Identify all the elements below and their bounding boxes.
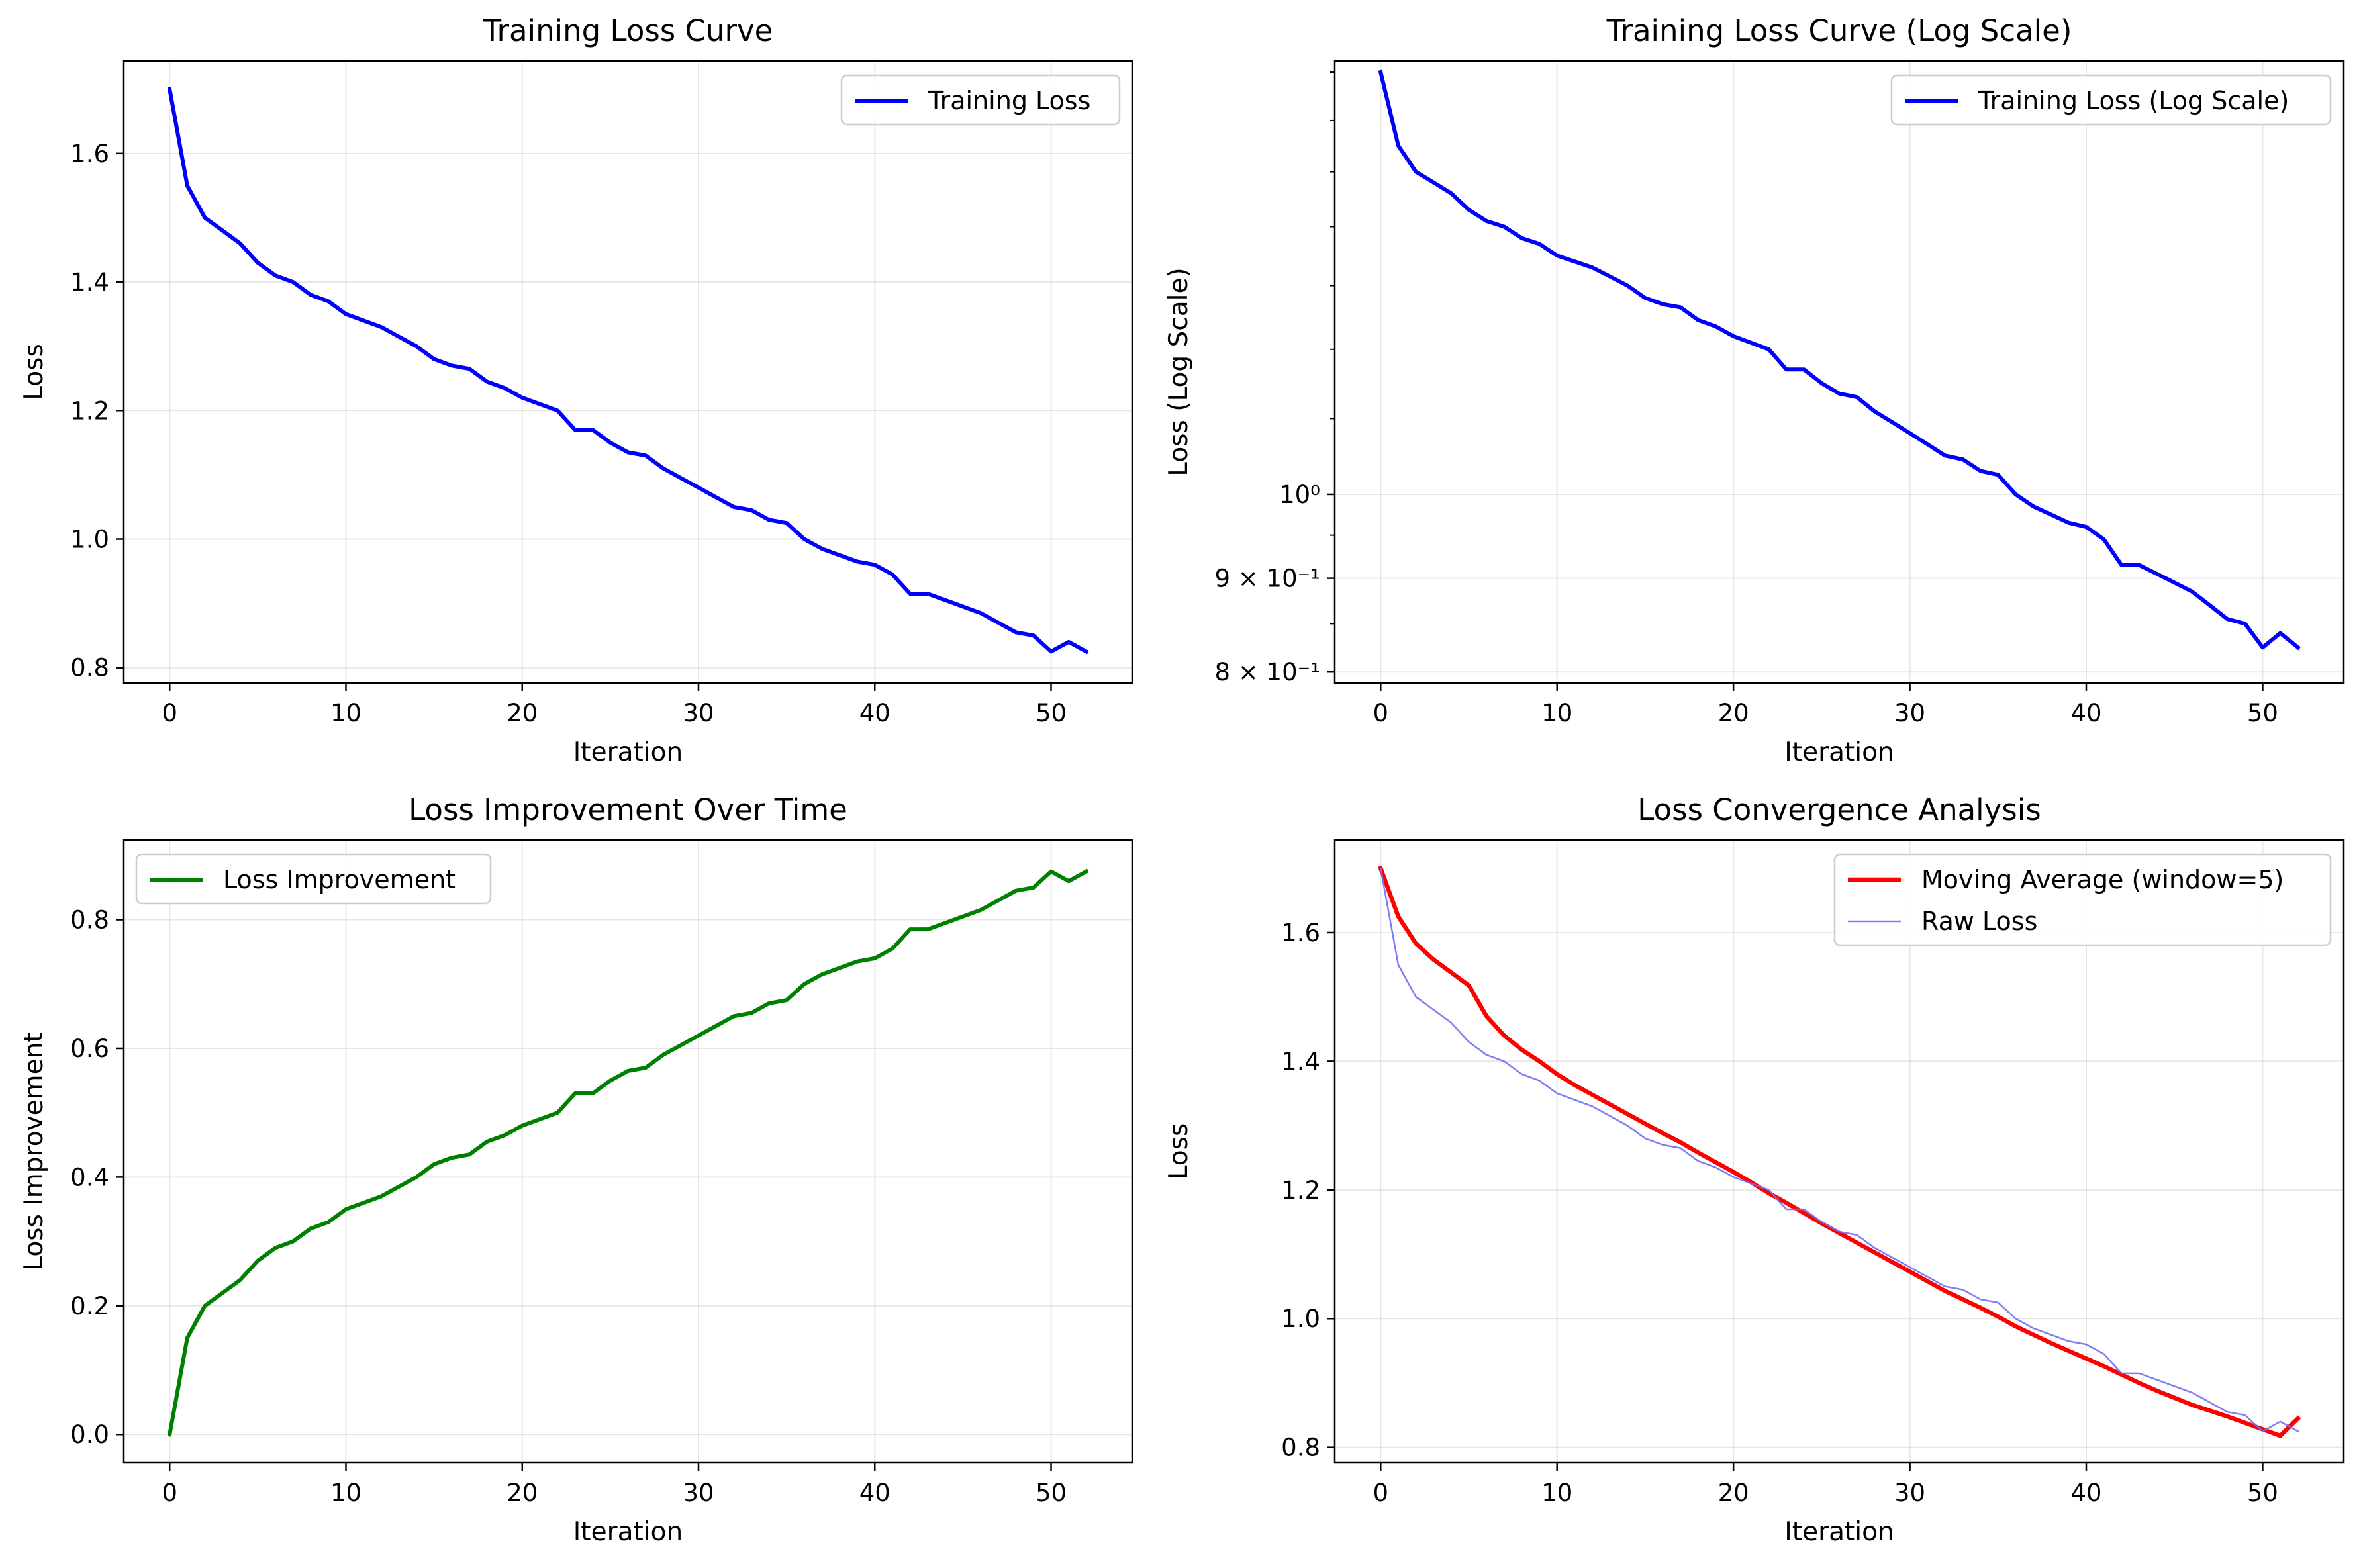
x-tick-label: 40 (859, 699, 891, 727)
x-axis-label: Iteration (573, 737, 683, 767)
subplot-2: 0 10 20 30 40 50 8 × 10⁻¹ 9 × 10⁻¹ 10⁰ Training L… (1164, 13, 2345, 767)
y-tick-label: 0.4 (70, 1163, 109, 1191)
legend: Moving Average (window=5) Raw Loss (1833, 853, 2332, 946)
series-line-1 (1378, 69, 2301, 651)
chart-title: Loss Convergence Analysis (1637, 792, 2041, 827)
x-tick-label: 0 (1373, 1479, 1388, 1507)
y-axis-label: Loss Improvement (19, 1032, 49, 1270)
x-tick-label: 20 (1718, 699, 1749, 727)
y-axis-label: Loss (19, 344, 49, 400)
x-tick-label: 30 (1894, 1479, 1925, 1507)
legend-label: Training Loss (Log Scale) (1978, 86, 2289, 115)
y-tick-label: 0.8 (70, 906, 109, 935)
x-tick-label: 50 (1036, 1479, 1067, 1507)
x-tick-label: 0 (162, 1479, 177, 1507)
legend-label: Loss Improvement (223, 865, 456, 894)
x-axis-label: Iteration (1784, 1517, 1894, 1547)
subplot-1: 0 10 20 30 40 50 0.8 1.0 1.2 1.4 1.6 Training Loss … (19, 13, 1133, 767)
y-tick-label: 1.6 (70, 140, 109, 168)
series-line-1 (167, 868, 1089, 1437)
legend-label: Moving Average (window=5) (1921, 865, 2284, 894)
legend: Training Loss (Log Scale) (1890, 74, 2332, 126)
y-tick-label: 1.2 (1281, 1176, 1320, 1205)
series-line-1 (1378, 865, 2301, 1438)
y-axis-label: Loss (1164, 1123, 1194, 1180)
legend-label: Raw Loss (1921, 907, 2037, 936)
y-tick-label: 1.4 (1281, 1047, 1320, 1076)
axes-frame (122, 839, 1133, 1464)
legend-box (840, 74, 1121, 126)
x-tick-label: 30 (683, 699, 714, 727)
x-tick-label: 10 (330, 699, 362, 727)
chart-title: Training Loss Curve (483, 13, 773, 48)
y-tick-label: 9 × 10⁻¹ (1214, 565, 1320, 593)
subplot-4: 0 10 20 30 40 50 0.8 1.0 1.2 1.4 1.6 Loss Convergen… (1164, 792, 2345, 1547)
y-tick-label: 1.6 (1281, 919, 1320, 947)
series-line-2 (1379, 867, 2299, 1433)
y-tick-label: 0.0 (70, 1420, 109, 1449)
legend-label: Training Loss (928, 86, 1090, 115)
x-tick-label: 10 (330, 1479, 362, 1507)
x-tick-label: 0 (162, 699, 177, 727)
x-tick-label: 10 (1541, 699, 1572, 727)
x-tick-label: 50 (2247, 1479, 2278, 1507)
x-tick-label: 30 (683, 1479, 714, 1507)
x-tick-label: 40 (2070, 1479, 2101, 1507)
x-tick-label: 40 (859, 1479, 891, 1507)
y-tick-label: 0.8 (70, 654, 109, 682)
x-tick-label: 30 (1894, 699, 1925, 727)
plot-area (1335, 61, 2344, 683)
y-tick-label: 8 × 10⁻¹ (1214, 658, 1320, 686)
legend: Training Loss (840, 74, 1121, 126)
chart-title: Training Loss Curve (Log Scale) (1606, 13, 2072, 48)
plot-area (124, 840, 1132, 1463)
chart-title: Loss Improvement Over Time (409, 792, 847, 827)
y-tick-label: 0.2 (70, 1292, 109, 1320)
x-tick-label: 0 (1373, 699, 1388, 727)
axes-frame (1333, 60, 2345, 684)
y-tick-label: 10⁰ (1279, 481, 1320, 509)
legend-box (1890, 74, 2332, 126)
x-tick-label: 50 (1036, 699, 1067, 727)
plot-area (124, 61, 1132, 683)
x-axis-label: Iteration (573, 1517, 683, 1547)
x-tick-label: 20 (506, 1479, 538, 1507)
y-tick-label: 0.6 (70, 1035, 109, 1063)
y-tick-label: 0.8 (1281, 1434, 1320, 1462)
y-tick-label: 1.0 (1281, 1305, 1320, 1333)
legend: Loss Improvement (135, 853, 492, 905)
x-axis-label: Iteration (1784, 737, 1894, 767)
x-tick-label: 40 (2070, 699, 2101, 727)
y-tick-label: 1.2 (70, 396, 109, 425)
x-tick-label: 10 (1541, 1479, 1572, 1507)
y-tick-label: 1.0 (70, 525, 109, 553)
legend-box (135, 853, 492, 905)
y-axis-label: Loss (Log Scale) (1164, 267, 1194, 476)
legend-box (1833, 853, 2332, 946)
x-tick-label: 20 (506, 699, 538, 727)
x-tick-label: 50 (2247, 699, 2278, 727)
subplot-3: 0 10 20 30 40 50 0.0 0.2 0.4 0.6 0.8 Loss Improveme… (19, 792, 1133, 1547)
series-line-1 (167, 87, 1089, 655)
y-tick-label: 1.4 (70, 268, 109, 297)
axes-frame (122, 60, 1133, 684)
axes-frame (1333, 839, 2345, 1464)
x-tick-label: 20 (1718, 1479, 1749, 1507)
